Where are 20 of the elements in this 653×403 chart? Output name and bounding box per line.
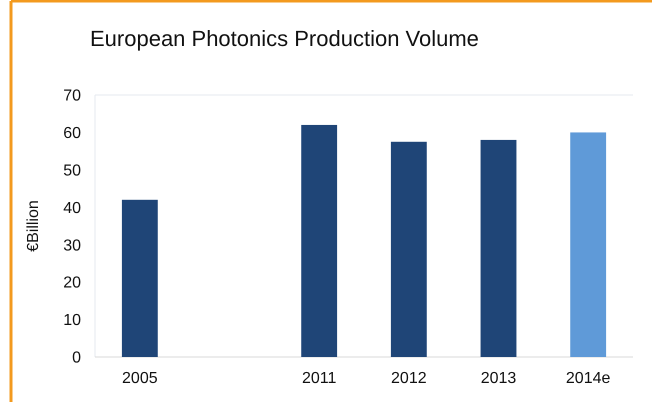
y-tick-label: 20 bbox=[63, 274, 82, 292]
y-tick-label: 40 bbox=[63, 200, 82, 217]
bar bbox=[480, 140, 516, 357]
x-tick-label: 2013 bbox=[480, 370, 516, 387]
bar bbox=[301, 124, 338, 357]
bar bbox=[390, 142, 427, 357]
bar bbox=[570, 132, 606, 357]
chart-title: European Photonics Production Volume bbox=[90, 26, 479, 51]
y-tick-label: 60 bbox=[63, 125, 82, 142]
x-tick-label: 2012 bbox=[391, 370, 427, 387]
x-tick-label: 2005 bbox=[122, 370, 158, 387]
y-tick-label: 70 bbox=[63, 88, 82, 105]
bar bbox=[122, 200, 158, 357]
y-tick-label: 50 bbox=[63, 162, 82, 180]
y-tick-label: 30 bbox=[63, 237, 82, 254]
y-tick-label: 10 bbox=[63, 312, 82, 330]
y-tick-label: 0 bbox=[72, 350, 82, 367]
x-tick-label: 2011 bbox=[302, 370, 336, 387]
x-tick-label: 2014e bbox=[566, 370, 611, 387]
y-axis-title: €Billion bbox=[25, 200, 42, 252]
